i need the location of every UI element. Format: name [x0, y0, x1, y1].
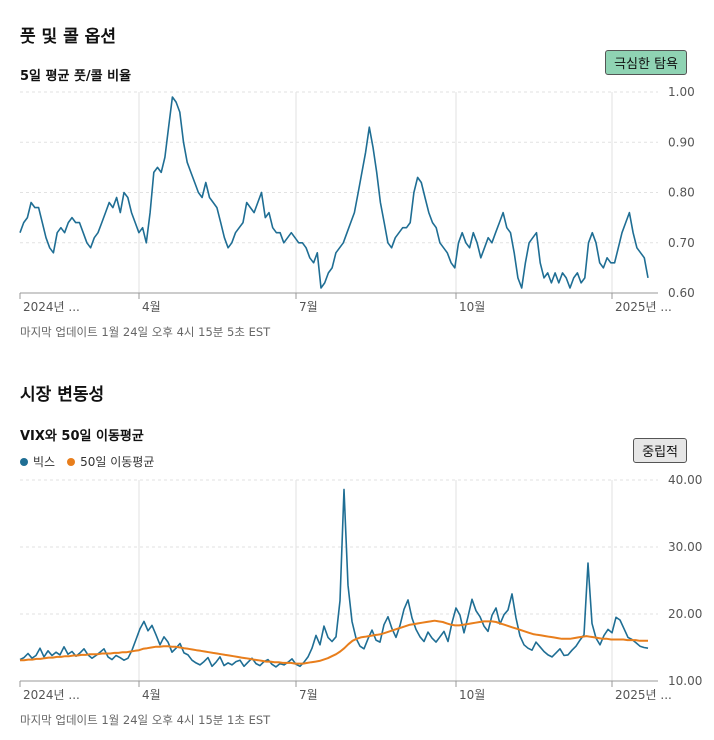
putcall-y-tick-label: 0.80 [668, 186, 695, 200]
section-title-volatility: 시장 변동성 [20, 385, 105, 405]
vix-series-line-1 [20, 619, 648, 665]
vix-x-tick-label: 2024년 ... [23, 688, 80, 702]
vix-legend: 빅스 50일 이동평균 [20, 453, 154, 470]
chart-title-vix: VIX와 50일 이동평균 [20, 429, 144, 444]
last-updated-vix: 마지막 업데이트 1월 24일 오후 4시 15분 1초 EST [20, 713, 271, 727]
section-title-put-call: 풋 및 콜 옵션 [20, 27, 116, 47]
chart-title-put-call: 5일 평균 풋/콜 비율 [20, 69, 132, 84]
vix-y-tick-label: 40.00 [668, 473, 702, 487]
putcall-x-tick-label: 2024년 ... [23, 300, 80, 314]
putcall-x-tick-label: 2025년 ... [615, 300, 672, 314]
putcall-x-tick-label: 7월 [299, 300, 318, 314]
vix-chart: 40.00 30.00 20.00 10.00 2024년 ... 4월 7월 10월 2025… [19, 473, 702, 702]
vix-y-tick-label: 10.00 [668, 674, 702, 688]
putcall-x-tick-label: 4월 [142, 300, 161, 314]
putcall-x-tick-label: 10월 [459, 300, 485, 314]
legend-label-vix: 빅스 [33, 455, 56, 469]
putcall-y-tick-label: 0.70 [668, 236, 695, 250]
last-updated-put-call: 마지막 업데이트 1월 24일 오후 4시 15분 5초 EST [20, 325, 271, 339]
legend-dot-ma50 [67, 457, 76, 466]
vix-series-line-0 [19, 488, 649, 668]
vix-x-tick-label: 7월 [299, 688, 318, 702]
vix-x-tick-label: 10월 [459, 688, 485, 702]
vix-y-tick-label: 30.00 [668, 540, 702, 554]
putcall-y-tick-label: 0.60 [668, 286, 695, 300]
vix-y-tick-label: 20.00 [668, 607, 702, 621]
legend-label-ma50: 50일 이동평균 [80, 455, 155, 469]
putcall-y-tick-label: 1.00 [668, 85, 695, 99]
put-call-chart: 1.00 0.90 0.80 0.70 0.60 2024년 ... 4월 7월 10월 2025… [19, 85, 695, 314]
legend-item-vix: 빅스 [20, 453, 55, 470]
vix-x-tick-label: 4월 [142, 688, 161, 702]
legend-dot-vix [20, 457, 28, 466]
sentiment-badge-vix: 중립적 [633, 438, 687, 463]
putcall-y-tick-label: 0.90 [668, 135, 695, 149]
vix-x-tick-label: 2025년 ... [615, 688, 672, 702]
sentiment-badge-put-call: 극심한 탐욕 [605, 50, 687, 75]
legend-item-ma50: 50일 이동평균 [67, 453, 154, 470]
putcall-series-line-0 [19, 96, 649, 289]
